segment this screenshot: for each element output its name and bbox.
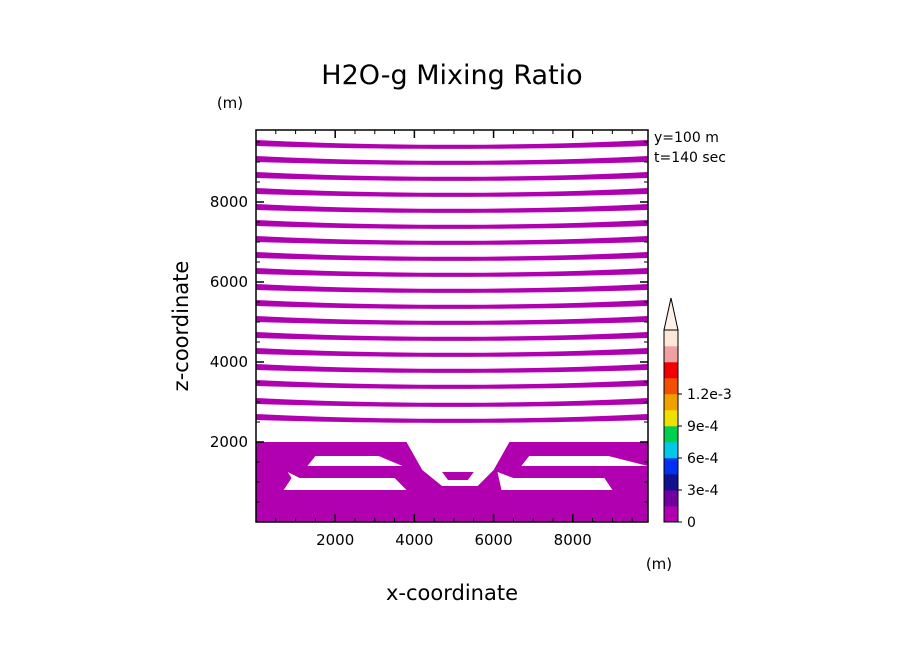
field-band-14 — [256, 364, 648, 373]
colorbar-swatch-9 — [664, 362, 678, 379]
field-gap-left-upper — [256, 456, 403, 466]
y-tick-label: 8000 — [210, 193, 248, 211]
field-band-1 — [256, 156, 648, 165]
colorbar-label: 3e-4 — [687, 483, 719, 499]
field-central-blob — [442, 472, 474, 480]
chart-title: H2O-g Mixing Ratio — [321, 60, 582, 91]
field-band-15 — [256, 380, 648, 389]
field-band-6 — [256, 236, 648, 245]
y-tick-label: 4000 — [210, 353, 248, 371]
colorbar-swatch-2 — [664, 474, 678, 491]
colorbar-swatch-4 — [664, 442, 678, 459]
field-band-10 — [256, 300, 648, 309]
colorbar-swatch-6 — [664, 410, 678, 427]
field-band-8 — [256, 268, 648, 277]
colorbar-swatch-11 — [664, 330, 678, 347]
plot-area: 2000 4000 6000 8000 2000 4000 6000 8000 — [210, 129, 649, 549]
colorbar-label: 9e-4 — [687, 419, 719, 435]
x-tick-label: 4000 — [395, 531, 433, 549]
colorbar-swatch-0 — [664, 506, 678, 523]
x-axis-unit: (m) — [646, 555, 672, 573]
colorbar-label: 0 — [687, 515, 696, 531]
field-band-2 — [256, 172, 648, 181]
field-band-17 — [256, 414, 648, 423]
field-gap-left-lower — [283, 472, 407, 490]
annotation-y-position: y=100 m — [654, 130, 719, 146]
annotation-time: t=140 sec — [654, 150, 726, 166]
colorbar-label: 1.2e-3 — [687, 387, 732, 403]
field-band-3 — [256, 188, 648, 197]
field-band-9 — [256, 284, 648, 293]
field-band-12 — [256, 332, 648, 341]
colorbar-swatch-1 — [664, 490, 678, 507]
field-band-5 — [256, 220, 648, 229]
y-tick-label: 6000 — [210, 273, 248, 291]
y-axis-label: z-coordinate — [169, 261, 193, 392]
colorbar-label: 6e-4 — [687, 451, 719, 467]
field-gap-right-upper — [521, 456, 648, 466]
mixing-ratio-field — [256, 140, 648, 522]
x-tick-label: 2000 — [316, 531, 354, 549]
y-axis-unit: (m) — [217, 94, 243, 112]
field-band-7 — [256, 252, 648, 261]
x-axis-label: x-coordinate — [386, 581, 518, 605]
x-tick-label: 6000 — [474, 531, 512, 549]
field-band-13 — [256, 348, 648, 357]
field-band-4 — [256, 204, 648, 213]
field-gap-right-lower — [497, 472, 613, 490]
y-tick-label: 2000 — [210, 433, 248, 451]
field-band-16 — [256, 398, 648, 407]
colorbar: 0 3e-4 6e-4 9e-4 1.2e-3 — [663, 297, 732, 531]
plot-frame — [255, 129, 649, 523]
field-band-11 — [256, 316, 648, 325]
colorbar-extend-max — [663, 297, 679, 331]
field-band-0 — [256, 140, 648, 149]
colorbar-swatch-5 — [664, 426, 678, 443]
y-axis-ticks: 2000 4000 6000 8000 — [210, 141, 648, 503]
colorbar-swatch-8 — [664, 378, 678, 395]
x-axis-ticks: 2000 4000 6000 8000 — [275, 130, 633, 549]
x-tick-label: 8000 — [554, 531, 592, 549]
colorbar-swatch-3 — [664, 458, 678, 475]
colorbar-swatch-10 — [664, 346, 678, 363]
colorbar-swatch-7 — [664, 394, 678, 411]
